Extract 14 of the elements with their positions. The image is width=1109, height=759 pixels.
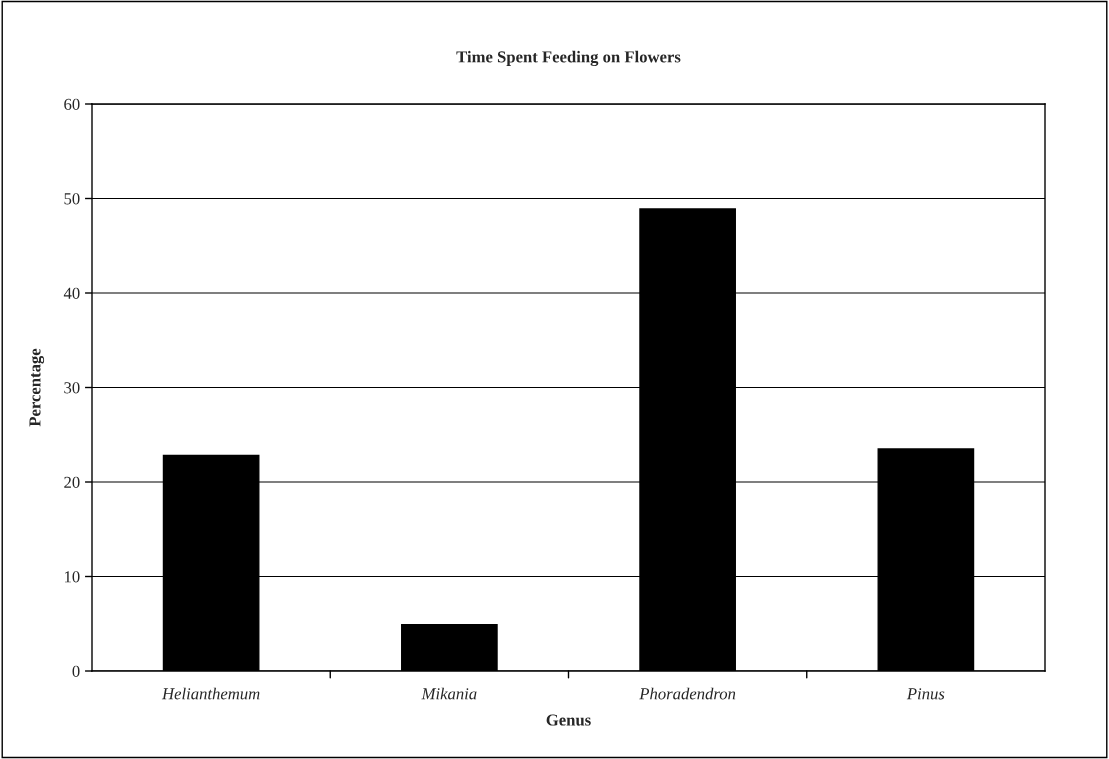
- y-tick-label: 60: [64, 98, 80, 110]
- y-tick-label: 50: [64, 193, 80, 205]
- x-tick-label: Phoradendron: [639, 687, 736, 700]
- x-tick-label: Pinus: [906, 688, 945, 700]
- chart-title: Time Spent Feeding on Flowers: [456, 50, 681, 67]
- y-tick-label: 20: [64, 476, 80, 488]
- y-tick-label: 30: [64, 382, 80, 394]
- x-tick-label: Mikania: [421, 687, 477, 700]
- y-tick-label: 0: [72, 665, 80, 677]
- y-tick-label: 40: [63, 287, 80, 299]
- y-axis-title: Percentage: [29, 348, 45, 427]
- x-axis-title: Genus: [546, 714, 591, 726]
- y-tick-label: 10: [64, 571, 80, 583]
- x-tick-label: Helianthemum: [161, 687, 260, 700]
